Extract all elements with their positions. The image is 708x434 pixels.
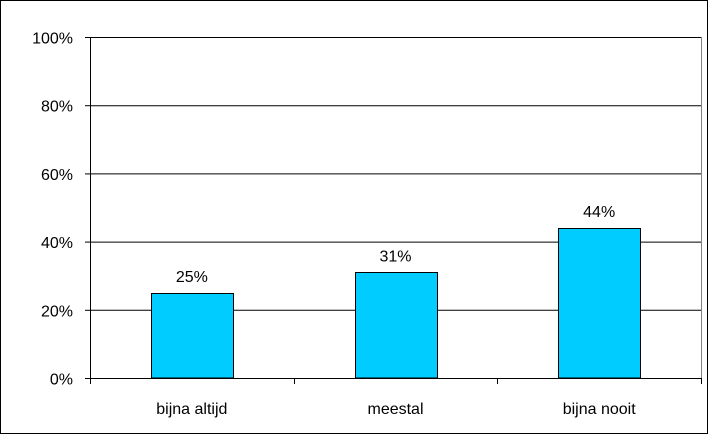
y-tick-label: 80% bbox=[41, 99, 73, 116]
bar bbox=[355, 272, 438, 379]
x-tick-label: meestal bbox=[367, 401, 423, 418]
x-tick-label: bijna altijd bbox=[156, 401, 227, 418]
y-tick-label: 100% bbox=[32, 31, 73, 48]
y-tick-label: 20% bbox=[41, 303, 73, 320]
bar bbox=[558, 228, 641, 379]
y-tick-label: 0% bbox=[50, 372, 73, 389]
data-label: 44% bbox=[583, 204, 615, 221]
data-label: 25% bbox=[176, 269, 208, 286]
bar bbox=[151, 293, 234, 379]
y-tick-label: 40% bbox=[41, 235, 73, 252]
x-tick-label: bijna nooit bbox=[563, 401, 637, 418]
data-label: 31% bbox=[379, 248, 411, 265]
y-tick-label: 60% bbox=[41, 167, 73, 184]
